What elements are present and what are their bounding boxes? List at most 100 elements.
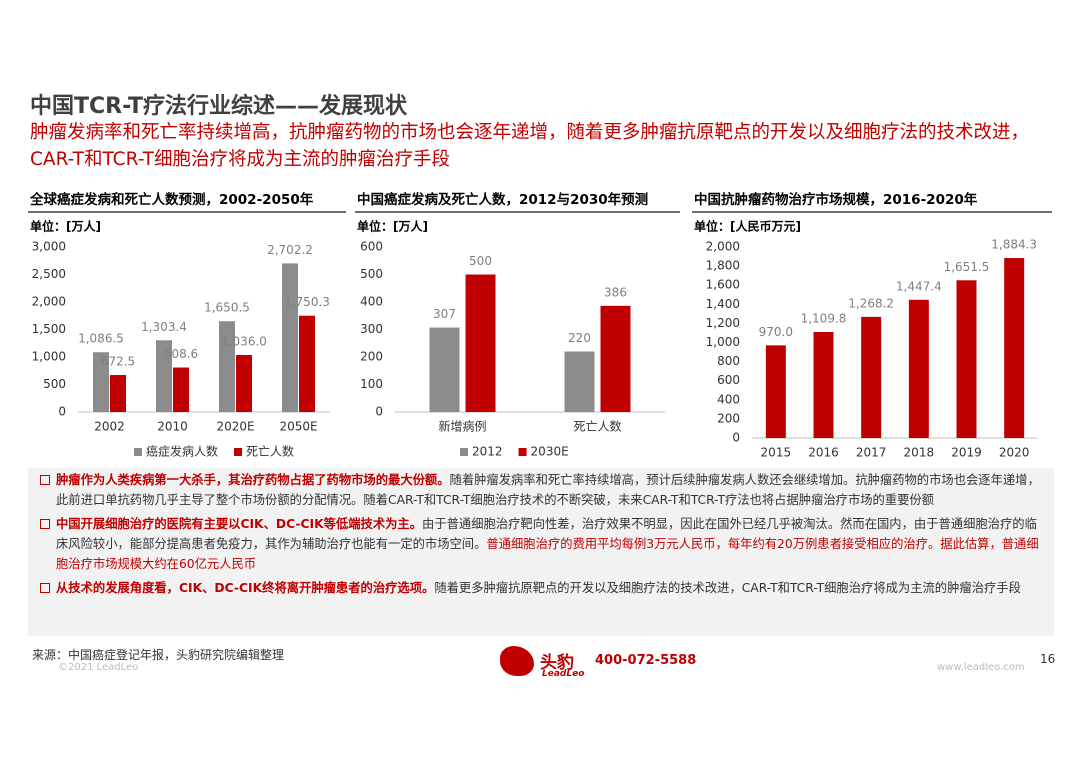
bar: [765, 345, 786, 438]
bar: [173, 367, 189, 412]
bar: [861, 316, 882, 438]
value-label: 1,884.3: [991, 238, 1037, 252]
value-label: 500: [469, 254, 492, 268]
legend-swatch: [234, 448, 243, 456]
y-tick-label: 500: [360, 267, 383, 281]
y-tick-label: 1,400: [706, 297, 740, 311]
x-tick-label: 2018: [904, 446, 935, 460]
y-tick-label: 800: [717, 354, 740, 368]
value-label: 386: [604, 285, 627, 299]
y-tick-label: 0: [375, 405, 383, 419]
legend-swatch: [460, 448, 468, 456]
bar: [282, 263, 298, 412]
unit: 单位：[万人]: [30, 219, 101, 234]
chart-title: 中国癌症发病及死亡人数，2012与2030年预测: [357, 191, 648, 208]
x-tick-label: 2017: [856, 446, 887, 460]
y-tick-label: 1,800: [706, 259, 740, 273]
value-label: 220: [568, 331, 591, 345]
y-tick-label: 2,000: [32, 295, 66, 309]
chart-title: 中国抗肿瘤药物治疗市场规模，2016-2020年: [694, 191, 978, 208]
legend-label: 2030E: [531, 445, 569, 459]
x-tick-label: 2010: [157, 420, 188, 434]
bar: [236, 355, 252, 412]
legend-swatch: [134, 448, 142, 456]
y-tick-label: 400: [717, 392, 740, 406]
bar: [813, 332, 834, 438]
bar: [465, 274, 496, 412]
bar: [956, 280, 977, 438]
y-tick-label: 3,000: [32, 240, 66, 254]
x-tick-label: 2020: [999, 446, 1030, 460]
value-label: 672.5: [101, 355, 135, 369]
website: www.leadleo.com: [937, 662, 1025, 673]
x-tick-label: 2016: [808, 446, 839, 460]
x-tick-label: 死亡人数: [573, 419, 621, 434]
bullet-body: 随着更多肿瘤抗原靶点的开发以及细胞疗法的技术改进，CAR-T和TCR-T细胞治疗…: [434, 581, 1021, 595]
bar: [600, 305, 631, 412]
bullet-lead: 中国开展细胞治疗的医院有主要以CIK、DC-CIK等低端技术为主。: [56, 517, 423, 531]
bullet: 中国开展细胞治疗的医院有主要以CIK、DC-CIK等低端技术为主。由于普通细胞治…: [38, 514, 1044, 574]
phone: 400-072-5588: [595, 653, 697, 668]
bullet-body: 由于普通细胞治疗靶向性差，治疗效果不明显，因此在国外已经几乎被淘汰。然而在国内，…: [56, 517, 1037, 551]
copyright: ©2021 LeadLeo: [58, 662, 139, 673]
bar: [93, 352, 109, 412]
bullets: 肿瘤作为人类疾病第一大杀手，其治疗药物占据了药物市场的最大份额。随着肿瘤发病率和…: [28, 468, 1054, 636]
y-tick-label: 600: [717, 373, 740, 387]
logo-en: LeadLeo: [542, 669, 585, 679]
value-label: 970.0: [759, 325, 793, 339]
bar: [156, 340, 172, 412]
bar: [429, 327, 460, 412]
y-tick-label: 600: [360, 240, 383, 254]
y-tick-label: 1,500: [32, 322, 66, 336]
value-label: 1,268.2: [848, 296, 894, 310]
bullet-lead: 肿瘤作为人类疾病第一大杀手，其治疗药物占据了药物市场的最大份额。: [56, 473, 450, 487]
y-tick-label: 400: [360, 295, 383, 309]
value-label: 1,036.0: [221, 335, 267, 349]
y-tick-label: 500: [43, 377, 66, 391]
x-tick-label: 新增病例: [438, 419, 486, 434]
value-label: 1,650.5: [204, 301, 250, 315]
unit: 单位：[人民币万元]: [694, 219, 801, 234]
x-tick-label: 2002: [94, 420, 125, 434]
bar: [110, 375, 126, 412]
bullet: 从技术的发展角度看，CIK、DC-CIK终将离开肿瘤患者的治疗选项。随着更多肿瘤…: [38, 578, 1044, 598]
y-tick-label: 1,200: [706, 316, 740, 330]
y-tick-label: 200: [717, 411, 740, 425]
y-tick-label: 1,000: [32, 350, 66, 364]
y-tick-label: 2,500: [32, 267, 66, 281]
x-tick-label: 2015: [761, 446, 792, 460]
y-tick-label: 1,600: [706, 278, 740, 292]
bullet-body: 随着肿瘤发病率和死亡率持续增高，预计后续肿瘤发病人数还会继续增加。抗肿瘤药物的市…: [56, 473, 1040, 507]
y-tick-label: 100: [360, 377, 383, 391]
bullet: 肿瘤作为人类疾病第一大杀手，其治疗药物占据了药物市场的最大份额。随着肿瘤发病率和…: [38, 470, 1044, 510]
y-tick-label: 2,000: [706, 240, 740, 254]
y-tick-label: 300: [360, 322, 383, 336]
y-tick-label: 1,000: [706, 335, 740, 349]
y-tick-label: 200: [360, 350, 383, 364]
value-label: 307: [433, 307, 456, 321]
title: 中国TCR-T疗法行业综述——发展现状: [30, 94, 407, 119]
legend-swatch: [518, 448, 527, 456]
x-tick-label: 2019: [951, 446, 982, 460]
value-label: 1,750.3: [284, 295, 330, 309]
y-tick-label: 0: [732, 431, 740, 445]
bar: [908, 299, 929, 438]
subtitle: 肿瘤发病率和死亡率持续增高，抗肿瘤药物的市场也会逐年递增，随着更多肿瘤抗原靶点的…: [30, 122, 1030, 170]
bullet-note: 普通细胞治疗的费用平均每例3万元人民币，每年约有20万例患者接受相应的治疗。据此…: [56, 537, 1039, 571]
bar: [299, 315, 315, 412]
source: 来源：中国癌症登记年报，头豹研究院编辑整理: [32, 648, 285, 662]
bar: [219, 321, 235, 412]
legend-label: 2012: [472, 445, 503, 459]
logo: 头豹: [540, 653, 574, 673]
value-label: 1,447.4: [896, 279, 942, 293]
value-label: 1,109.8: [801, 312, 847, 326]
x-tick-label: 2020E: [216, 420, 254, 434]
y-tick-label: 0: [58, 405, 66, 419]
value-label: 1,651.5: [944, 260, 990, 274]
bar: [564, 351, 595, 412]
bar: [1004, 258, 1025, 438]
value-label: 808.6: [164, 347, 198, 361]
bullet-lead: 从技术的发展角度看，CIK、DC-CIK终将离开肿瘤患者的治疗选项。: [56, 581, 435, 595]
